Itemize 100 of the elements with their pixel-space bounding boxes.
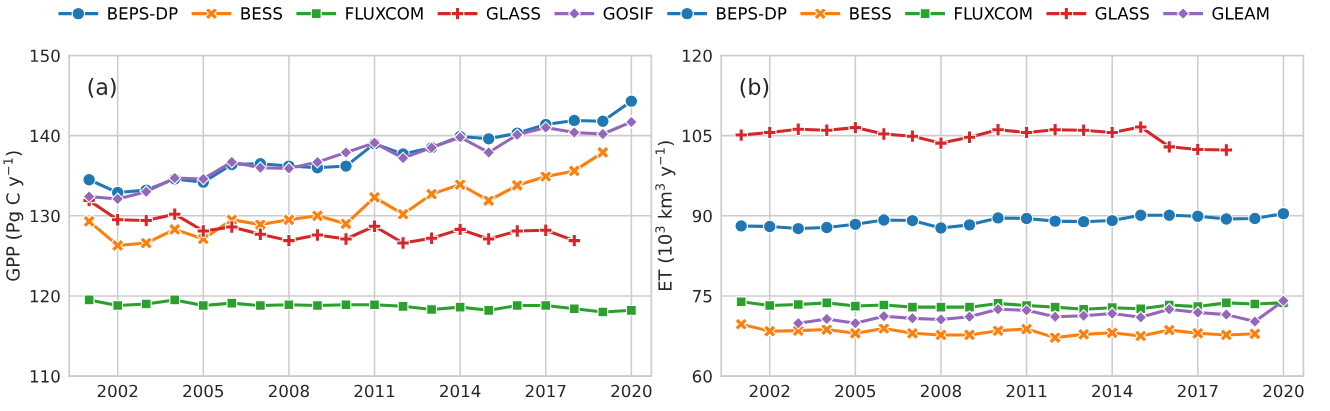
point (734, 128, 748, 142)
point (848, 326, 863, 341)
point (962, 328, 977, 342)
point (905, 326, 920, 341)
point (424, 231, 439, 246)
point (1219, 212, 1234, 226)
point (283, 299, 295, 311)
point (1133, 120, 1148, 134)
point (1248, 327, 1262, 341)
point (540, 300, 552, 311)
point (139, 236, 154, 250)
point (1019, 322, 1034, 336)
legend-label: BEPS-DP (108, 7, 178, 20)
point (734, 317, 748, 332)
y-tick-label: 120 (682, 49, 712, 63)
point (1191, 306, 1205, 319)
x-tick-label: 2014 (1092, 384, 1133, 398)
point (625, 304, 637, 316)
point (1219, 143, 1234, 157)
x-tick-label: 2008 (920, 384, 962, 398)
point (1276, 206, 1291, 221)
point (82, 190, 96, 203)
point (167, 222, 182, 237)
point (597, 306, 609, 318)
point (1048, 330, 1062, 345)
point (821, 297, 833, 309)
legend-label: BESS (241, 7, 283, 20)
x-tick-label: 2014 (440, 384, 481, 398)
point (454, 301, 466, 313)
point (820, 312, 834, 326)
point (1191, 142, 1205, 157)
x-tick-label: 2011 (1006, 384, 1047, 398)
point (1076, 123, 1091, 138)
point (1133, 329, 1148, 343)
point (1048, 122, 1062, 137)
point (339, 232, 353, 246)
x-tick-label: 2005 (835, 384, 876, 398)
annotation: (b) (740, 77, 769, 98)
point (1162, 323, 1177, 337)
point (226, 297, 238, 309)
point (849, 300, 861, 312)
point (282, 233, 296, 248)
point (848, 217, 863, 232)
point (1020, 303, 1034, 317)
x-tick-label: 2002 (97, 384, 138, 398)
point (111, 192, 125, 206)
point (225, 220, 239, 234)
point (426, 304, 438, 315)
point (624, 115, 638, 129)
point (848, 120, 863, 135)
y-tick-label: 130 (30, 209, 60, 223)
point (453, 222, 467, 237)
y-tick-label: 90 (692, 209, 712, 223)
point (453, 177, 467, 192)
point (253, 227, 268, 242)
point (538, 169, 553, 184)
point (339, 146, 353, 159)
point (792, 299, 804, 310)
point (367, 219, 382, 233)
y-tick-label: 75 (693, 290, 712, 303)
point (1048, 310, 1062, 324)
point (963, 310, 976, 324)
point (848, 316, 862, 330)
point (82, 214, 96, 229)
point (596, 145, 610, 160)
point (934, 312, 948, 326)
point (510, 178, 525, 193)
point (1248, 315, 1262, 329)
point (481, 232, 496, 246)
point (762, 125, 777, 140)
point (567, 113, 582, 128)
point (934, 328, 948, 342)
point (1219, 328, 1234, 342)
point (596, 114, 610, 129)
point (139, 213, 154, 228)
point (819, 123, 834, 138)
legend-label: BESS (850, 7, 891, 20)
point (991, 302, 1005, 316)
point (310, 208, 325, 223)
y-axis-title: GPP (Pg C y$^{−1}$) (3, 151, 24, 281)
point (310, 228, 325, 242)
point (538, 223, 553, 238)
point (1105, 307, 1119, 320)
point (169, 294, 181, 306)
point (82, 172, 96, 187)
point (1105, 125, 1119, 140)
point (791, 122, 806, 137)
point (877, 309, 891, 323)
point (1019, 125, 1034, 140)
point (764, 300, 776, 311)
point (878, 299, 890, 311)
point (762, 219, 777, 234)
point (424, 187, 439, 201)
point (1077, 309, 1091, 323)
point (819, 322, 834, 337)
point (1076, 327, 1091, 342)
x-tick-label: 2020 (611, 384, 652, 398)
point (819, 220, 834, 235)
point (369, 299, 380, 311)
x-tick-label: 2017 (525, 384, 566, 398)
